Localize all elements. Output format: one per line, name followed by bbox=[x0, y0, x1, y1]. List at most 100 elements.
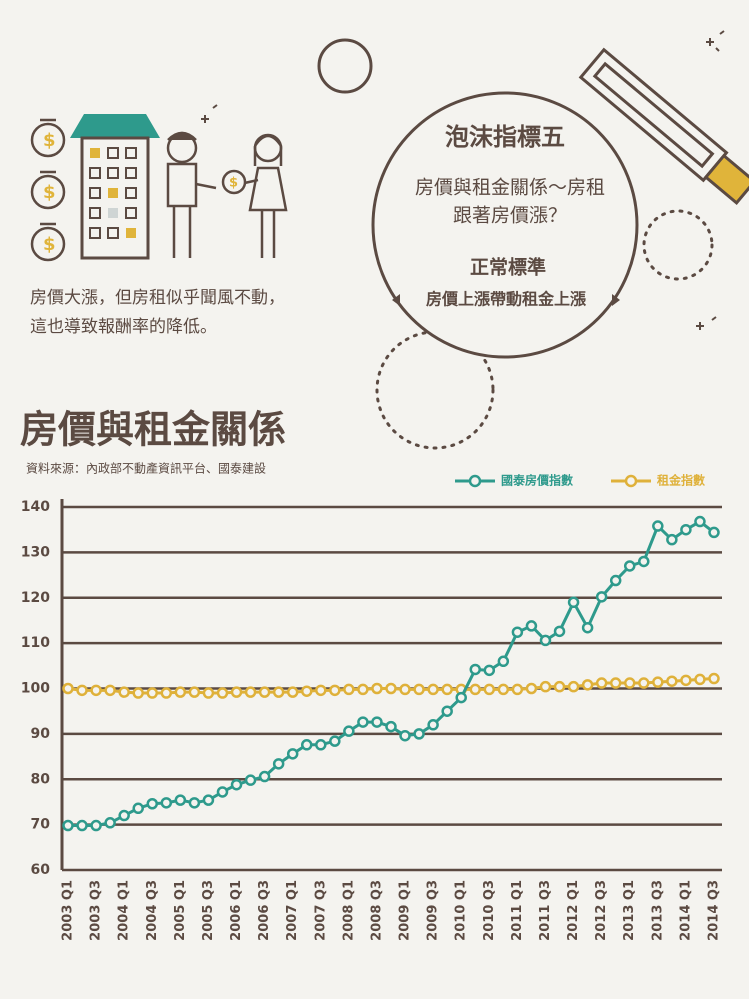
data-point bbox=[272, 686, 285, 698]
chart: 60 70 80 90 100 110 120 130 140 2003 Q1 2003 Q3 200… bbox=[21, 473, 722, 941]
x-tick-label: 2013 Q3 bbox=[650, 880, 665, 941]
data-point bbox=[581, 679, 594, 691]
data-point bbox=[315, 739, 327, 751]
data-point bbox=[230, 686, 243, 698]
data-point bbox=[609, 574, 622, 587]
data-point bbox=[469, 683, 482, 696]
x-tick-label: 2005 Q1 bbox=[173, 880, 188, 941]
x-tick-label: 2006 Q1 bbox=[229, 880, 244, 941]
data-point bbox=[300, 685, 313, 697]
data-point bbox=[343, 725, 355, 737]
y-tick-label: 70 bbox=[31, 817, 51, 833]
data-point bbox=[511, 683, 524, 696]
illustration: $ $ $ $ bbox=[30, 30, 749, 450]
legend-label: 租金指數 bbox=[657, 473, 705, 488]
data-point bbox=[694, 515, 706, 528]
x-tick-label: 2014 Q3 bbox=[707, 880, 722, 941]
data-point bbox=[160, 797, 173, 809]
data-point bbox=[680, 523, 692, 536]
svg-text:$: $ bbox=[43, 130, 56, 151]
x-tick-label: 2007 Q1 bbox=[285, 880, 300, 941]
data-point bbox=[258, 686, 271, 698]
data-point bbox=[483, 664, 496, 677]
data-point bbox=[258, 770, 271, 783]
x-tick-label: 2003 Q3 bbox=[89, 880, 104, 941]
standard-title: 正常標準 bbox=[470, 256, 546, 279]
data-point bbox=[188, 797, 201, 809]
data-point bbox=[329, 684, 341, 697]
x-tick-label: 2010 Q3 bbox=[482, 880, 497, 941]
data-point bbox=[680, 674, 692, 687]
data-point bbox=[371, 682, 383, 695]
x-tick-label: 2008 Q1 bbox=[341, 880, 356, 941]
data-point bbox=[329, 735, 341, 747]
data-point bbox=[188, 686, 201, 698]
data-point bbox=[623, 677, 636, 689]
data-point bbox=[244, 686, 257, 698]
x-tick-label: 2004 Q1 bbox=[117, 880, 132, 941]
data-point bbox=[497, 655, 510, 668]
x-tick-label: 2014 Q1 bbox=[678, 880, 693, 941]
standard-text: 房價上漲帶動租金上漲 bbox=[426, 290, 587, 309]
svg-text:$: $ bbox=[43, 234, 56, 255]
data-point bbox=[343, 683, 355, 696]
data-point bbox=[385, 682, 397, 695]
data-point bbox=[160, 687, 173, 699]
data-point bbox=[272, 758, 285, 770]
data-point bbox=[469, 663, 482, 676]
x-tick-label: 2008 Q3 bbox=[369, 880, 384, 941]
data-point bbox=[174, 794, 187, 806]
caption: 這也導致報酬率的降低。 bbox=[30, 317, 217, 337]
data-point bbox=[146, 687, 159, 699]
data-point bbox=[146, 798, 159, 810]
x-tick-label: 2009 Q1 bbox=[398, 880, 413, 941]
data-point bbox=[216, 786, 229, 798]
x-tick-label: 2013 Q1 bbox=[622, 880, 637, 941]
data-point bbox=[455, 691, 467, 704]
y-tick-label: 90 bbox=[31, 726, 51, 742]
lens-heading: 泡沫指標五 bbox=[445, 123, 565, 151]
x-tick-label: 2003 Q1 bbox=[61, 880, 76, 941]
data-point bbox=[553, 625, 566, 638]
data-point bbox=[427, 683, 439, 696]
svg-text:$: $ bbox=[43, 182, 56, 203]
data-point bbox=[286, 686, 299, 698]
x-tick-label: 2011 Q1 bbox=[510, 880, 525, 941]
data-point bbox=[609, 677, 622, 689]
data-point bbox=[595, 677, 608, 689]
data-point bbox=[76, 684, 88, 697]
y-tick-label: 110 bbox=[21, 635, 50, 651]
data-point bbox=[132, 802, 144, 815]
data-point bbox=[62, 682, 74, 695]
x-tick-label: 2006 Q3 bbox=[257, 880, 272, 941]
chart-subtitle: 資料來源：內政部不動產資訊平台、國泰建設 bbox=[26, 461, 266, 476]
data-point bbox=[104, 684, 116, 697]
data-point bbox=[595, 591, 608, 603]
data-point bbox=[118, 686, 130, 698]
legend-marker bbox=[624, 474, 638, 488]
data-point bbox=[652, 520, 664, 532]
data-point bbox=[553, 680, 566, 693]
data-point bbox=[357, 683, 369, 696]
x-tick-label: 2012 Q3 bbox=[594, 880, 609, 941]
data-point bbox=[666, 533, 678, 546]
y-tick-label: 120 bbox=[21, 590, 50, 606]
chart-title: 房價與租金關係 bbox=[20, 408, 286, 452]
data-point bbox=[638, 677, 650, 689]
data-point bbox=[202, 794, 215, 806]
caption: 房價大漲，但房租似乎聞風不動， bbox=[30, 288, 285, 308]
x-tick-label: 2012 Q1 bbox=[566, 880, 581, 941]
data-point bbox=[441, 705, 453, 717]
data-point bbox=[708, 672, 720, 685]
data-point bbox=[413, 683, 425, 696]
data-point bbox=[652, 676, 664, 688]
data-point bbox=[441, 683, 453, 696]
data-point bbox=[497, 683, 510, 696]
data-point bbox=[357, 716, 369, 728]
y-tick-label: 130 bbox=[21, 544, 50, 560]
x-tick-label: 2007 Q3 bbox=[313, 880, 328, 941]
data-point bbox=[666, 675, 678, 687]
data-point bbox=[104, 817, 116, 829]
data-point bbox=[315, 684, 327, 697]
